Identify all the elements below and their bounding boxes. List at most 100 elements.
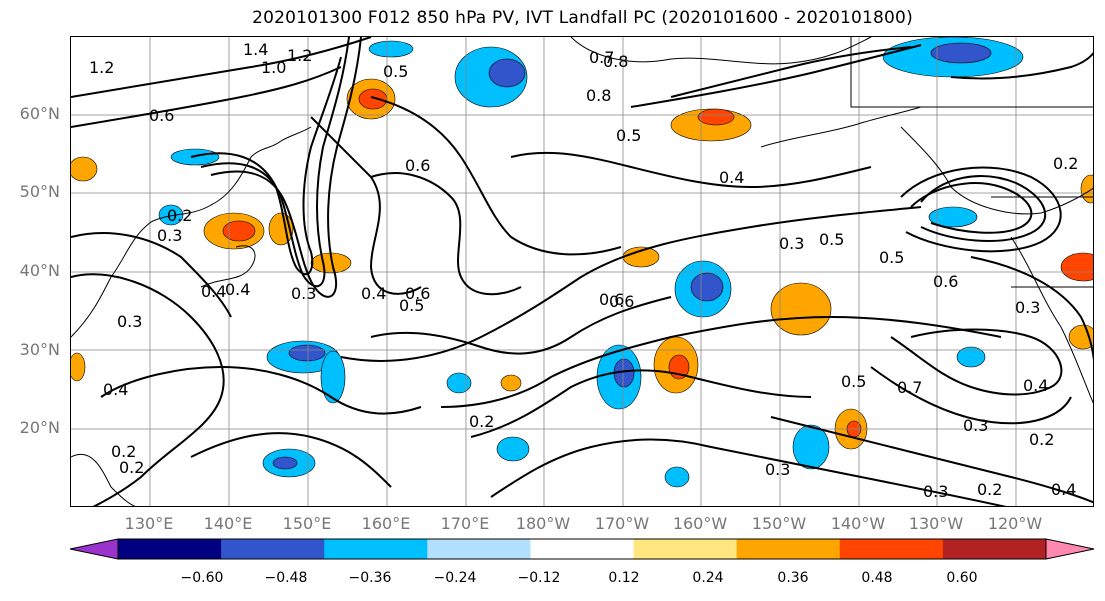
contour-label: 0.4 — [1051, 480, 1076, 499]
shaded-anomaly-region — [930, 42, 992, 64]
colorbar-segment — [324, 539, 428, 559]
lon-label-140e: 140°E — [203, 514, 253, 533]
contour-label: 0.5 — [383, 62, 408, 81]
contour-labels: 1.41.01.21.20.60.50.80.70.80.50.60.40.20… — [89, 40, 1078, 501]
contour-label: 0.2 — [1053, 154, 1078, 173]
contour-label: 0.3 — [117, 312, 142, 331]
contour-line — [190, 432, 392, 488]
lon-label-130e: 130°E — [124, 514, 174, 533]
contour-label: 0.6 — [149, 106, 174, 125]
contour-label: 1.2 — [287, 46, 312, 65]
coastline — [71, 156, 252, 338]
contour-line — [770, 416, 1093, 504]
contour-line — [370, 96, 622, 256]
shaded-anomaly-region — [500, 374, 522, 392]
graticule — [71, 37, 1093, 506]
contour-line — [910, 182, 1033, 234]
contour-label: 0.3 — [963, 416, 988, 435]
contour-label: 0.4 — [361, 284, 386, 303]
contour-label: 0.8 — [603, 52, 628, 71]
shaded-anomaly-region — [71, 352, 86, 382]
coastlines — [71, 37, 1093, 506]
contour-label: 0.4 — [719, 168, 744, 187]
contour-line — [510, 151, 872, 189]
colorbar-tick-label: −0.12 — [517, 570, 561, 586]
contour-label: 1.2 — [89, 58, 114, 77]
colorbar — [69, 538, 1095, 560]
colorbar-segment — [221, 539, 325, 559]
contour-label: 0.6 — [933, 272, 958, 291]
contour-label: 0.8 — [586, 86, 611, 105]
contour-label: 0.3 — [923, 482, 948, 501]
colorbar-tick-label: −0.48 — [264, 570, 308, 586]
shaded-anomaly-region — [496, 436, 530, 462]
contour-label: 0.6 — [405, 156, 430, 175]
contour-label: 0.5 — [399, 296, 424, 315]
colorbar-tick-label: −0.24 — [433, 570, 477, 586]
coastline — [850, 37, 1093, 108]
contour-label: 0.2 — [469, 412, 494, 431]
contour-label: 0.3 — [291, 284, 316, 303]
contour-line — [870, 366, 1072, 425]
coastline — [570, 37, 872, 65]
map-svg: 1.41.01.21.20.60.50.80.70.80.50.60.40.20… — [71, 37, 1093, 506]
lon-label-130w: 130°W — [908, 514, 964, 533]
coastline — [250, 126, 312, 158]
contour-line — [370, 172, 522, 296]
contour-line — [370, 296, 672, 355]
contour-label: 0.5 — [879, 248, 904, 267]
lon-label-140w: 140°W — [830, 514, 886, 533]
lon-label-170w: 170°W — [594, 514, 650, 533]
lat-label-40n: 40°N — [19, 261, 60, 280]
contour-label: 0.5 — [819, 230, 844, 249]
contour-label: 0.3 — [157, 226, 182, 245]
lat-label-60n: 60°N — [19, 104, 60, 123]
shaded-anomaly-region — [792, 424, 830, 470]
contour-line — [920, 175, 1047, 242]
colorbar-tick-label: 0.24 — [692, 570, 724, 586]
shaded-anomaly-region — [928, 206, 978, 228]
contour-lines — [71, 37, 1093, 506]
contour-line — [440, 315, 1002, 408]
colorbar-segment — [839, 539, 944, 559]
shaded-anomaly-region — [1080, 174, 1093, 204]
lon-label-180w: 180°W — [515, 514, 571, 533]
contour-label: 1.0 — [261, 58, 286, 77]
contour-line — [630, 44, 922, 108]
lon-label-160w: 160°W — [672, 514, 728, 533]
contour-label: 0.4 — [103, 380, 128, 399]
colorbar-segment — [118, 539, 222, 559]
colorbar-extend-max — [1045, 538, 1095, 560]
contour-label: 0.7 — [897, 378, 922, 397]
colorbar-segment — [633, 539, 738, 559]
colorbar-segment — [942, 539, 1047, 559]
contour-label: 0.5 — [841, 372, 866, 391]
map-title: 2020101300 F012 850 hPa PV, IVT Landfall… — [252, 8, 913, 28]
contour-line — [310, 116, 422, 295]
contour-line — [100, 365, 422, 415]
lon-label-170e: 170°E — [440, 514, 490, 533]
shaded-anomaly-region — [956, 346, 986, 368]
contour-label: 0.3 — [1015, 298, 1040, 317]
colorbar-tick-label: 0.48 — [861, 570, 893, 586]
shaded-anomaly-region — [1060, 252, 1093, 282]
lat-label-50n: 50°N — [19, 182, 60, 201]
shaded-anomaly-region — [320, 350, 346, 404]
contour-line — [970, 256, 1093, 361]
colorbar-tick-label: 0.36 — [777, 570, 809, 586]
contour-line — [71, 273, 225, 506]
contour-label: 0.5 — [616, 126, 641, 145]
contour-label: 0.2 — [977, 480, 1002, 499]
lat-label-30n: 30°N — [19, 340, 60, 359]
map-panel: 1.4 1.0 1.2 1.2 0.6 0.5 0.8 0.7 0.8 0.5 0.6 0.4 0.2 0… — [70, 36, 1094, 507]
shaded-anomaly-region — [71, 156, 98, 182]
lon-label-160e: 160°E — [361, 514, 411, 533]
contour-line — [71, 66, 342, 128]
contour-label: 0.4 — [201, 282, 226, 301]
contour-line — [71, 37, 372, 98]
contour-label: 0.2 — [111, 442, 136, 461]
lat-label-20n: 20°N — [19, 418, 60, 437]
colorbar-outline — [117, 538, 1047, 560]
shaded-anomaly-region — [288, 344, 326, 362]
contour-line — [470, 369, 812, 438]
